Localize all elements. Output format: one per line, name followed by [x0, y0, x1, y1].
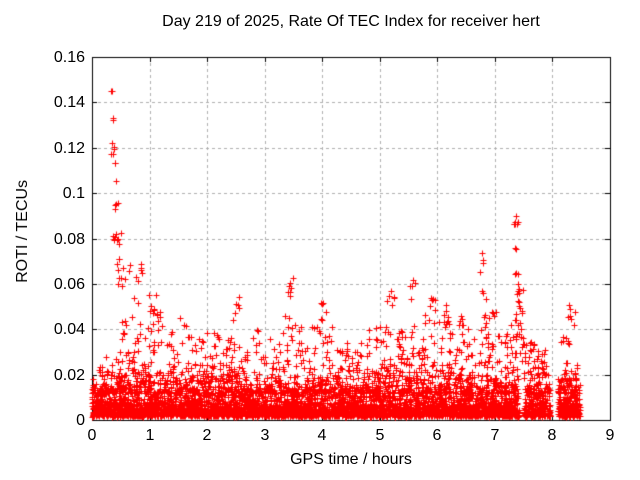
chart-title: Day 219 of 2025, Rate Of TEC Index for r…	[162, 13, 540, 30]
y-tick-label: 0.14	[53, 94, 85, 111]
x-axis-title: GPS time / hours	[290, 451, 412, 468]
y-tick-label: 0	[76, 412, 85, 429]
x-tick-label: 2	[202, 427, 212, 444]
y-tick-label: 0.12	[53, 140, 85, 157]
x-tick-label: 1	[145, 427, 155, 444]
x-tick-label: 8	[547, 427, 557, 444]
x-tick-label: 7	[490, 427, 500, 444]
y-tick-label: 0.06	[53, 276, 85, 293]
x-tick-label: 5	[375, 427, 385, 444]
x-tick-label: 4	[317, 427, 327, 444]
y-tick-label: 0.08	[53, 231, 85, 248]
x-tick-label: 9	[605, 427, 615, 444]
y-tick-label: 0.1	[62, 185, 85, 202]
x-tick-label: 6	[432, 427, 442, 444]
x-tick-label: 3	[260, 427, 270, 444]
y-tick-label: 0.04	[53, 321, 85, 338]
y-tick-label: 0.16	[53, 49, 85, 66]
x-tick-label: 0	[87, 427, 97, 444]
y-tick-label: 0.02	[53, 367, 85, 384]
